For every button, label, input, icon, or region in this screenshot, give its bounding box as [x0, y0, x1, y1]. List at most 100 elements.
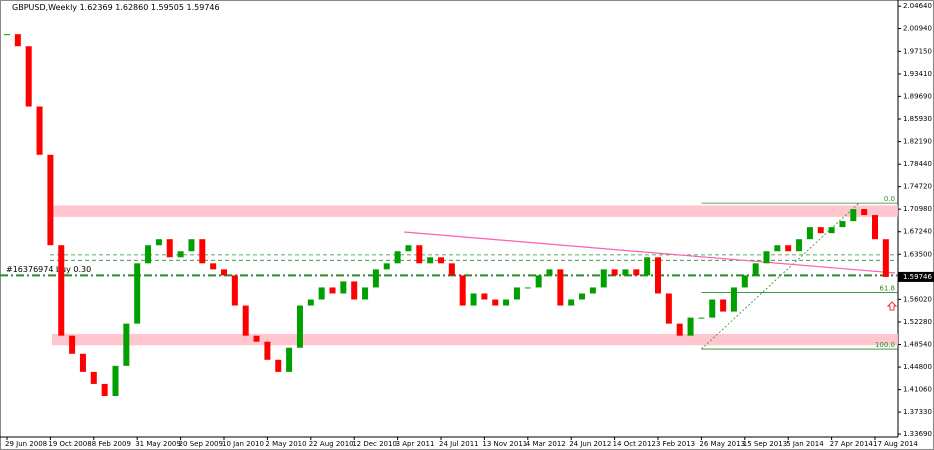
candle: [655, 257, 661, 294]
candle: [481, 293, 488, 300]
y-tick-label: 2.04640: [903, 2, 932, 10]
x-tick-label: 13 Nov 2011: [482, 440, 527, 448]
candle: [362, 287, 369, 300]
candle: [752, 263, 759, 276]
candle: [589, 287, 596, 294]
x-tick-label: 15 Sep 2013: [743, 440, 787, 448]
trendline: [404, 231, 896, 274]
candle: [796, 239, 803, 252]
candle: [524, 287, 531, 289]
y-tick-label: 1.89690: [903, 92, 932, 100]
candle: [79, 353, 86, 372]
y-tick-label: 1.63500: [903, 250, 932, 258]
low: 1.59505: [151, 3, 184, 12]
candle: [774, 245, 781, 252]
y-tick-label: 1.74720: [903, 183, 932, 191]
candle: [882, 239, 889, 277]
candle: [535, 275, 542, 288]
candle: [69, 335, 76, 354]
candle: [264, 341, 271, 360]
x-tick-label: 3 Feb 2013: [656, 440, 695, 448]
candle: [806, 227, 813, 240]
close: 1.59746: [187, 3, 220, 12]
x-tick-label: 12 Dec 2010: [352, 440, 397, 448]
candle: [47, 154, 54, 246]
candle: [416, 245, 423, 264]
candle: [611, 269, 618, 276]
y-tick-label: 1.70980: [903, 205, 932, 213]
candle: [622, 269, 629, 276]
x-tick-label: 24 Jul 2011: [439, 440, 479, 448]
y-tick-label: 1.37330: [903, 408, 932, 416]
candle: [427, 257, 434, 264]
candle: [394, 251, 401, 264]
candle: [405, 245, 412, 252]
x-tick-label: 20 Sep 2009: [179, 440, 223, 448]
candle: [633, 269, 640, 276]
candle: [817, 227, 824, 234]
fib-label: 100.0: [875, 341, 895, 349]
candle: [145, 245, 152, 264]
x-tick-label: 31 May 2009: [135, 440, 181, 448]
candle: [850, 209, 857, 222]
candle: [448, 263, 455, 276]
candle: [25, 46, 32, 107]
candle: [101, 383, 108, 396]
x-tick-label: 14 Oct 2012: [613, 440, 656, 448]
price-label: 1.59746: [903, 273, 932, 281]
candle: [90, 371, 97, 384]
zone: [52, 333, 898, 346]
y-tick-label: 1.85930: [903, 115, 932, 123]
x-tick-label: 17 Aug 2014: [873, 440, 918, 448]
candle: [155, 239, 162, 246]
candle: [177, 251, 184, 258]
position-label: #16376974 buy 0.30: [6, 265, 91, 274]
candle: [730, 287, 737, 312]
candle: [872, 215, 878, 240]
candle: [112, 365, 119, 396]
fib-label: 61.8: [879, 285, 895, 293]
candle: [438, 257, 444, 264]
fib-label: 0.0: [884, 195, 895, 203]
candle: [188, 239, 195, 252]
y-tick-label: 2.00940: [903, 24, 932, 32]
y-tick-label: 1.93410: [903, 70, 932, 78]
symbol: GBPUSD,Weekly: [12, 3, 77, 12]
x-tick-label: 4 Mar 2012: [526, 440, 566, 448]
x-tick-label: 26 May 2013: [699, 440, 745, 448]
candle: [351, 281, 358, 300]
y-tick-label: 1.67240: [903, 228, 932, 236]
x-tick-label: 19 Oct 2008: [48, 440, 91, 448]
y-tick-label: 1.78440: [903, 160, 932, 168]
header: GBPUSD,Weekly 1.62369 1.62860 1.59505 1.…: [12, 3, 220, 12]
candle: [644, 257, 651, 276]
candle: [741, 275, 748, 288]
candle: [687, 317, 694, 336]
arrow-icon: [886, 301, 898, 311]
x-tick-label: 3 Apr 2011: [396, 440, 435, 448]
candle: [307, 299, 314, 306]
candle: [828, 227, 835, 234]
y-tick-label: 1.41060: [903, 386, 932, 394]
x-tick-label: 2 May 2010: [265, 440, 306, 448]
candle: [470, 293, 477, 306]
candle: [720, 299, 727, 312]
price-box: [898, 271, 934, 282]
x-tick-label: 24 Jun 2012: [569, 440, 611, 448]
candle: [763, 251, 770, 264]
candle: [557, 269, 564, 306]
candle: [296, 305, 303, 348]
candle: [210, 263, 217, 270]
high: 1.62860: [115, 3, 148, 12]
candle: [134, 263, 141, 324]
candle: [372, 269, 379, 288]
candle: [503, 299, 510, 306]
candle: [665, 293, 672, 324]
candle: [785, 245, 792, 252]
y-tick-label: 1.52280: [903, 318, 932, 326]
y-tick-label: 1.48540: [903, 340, 932, 348]
candle: [568, 299, 575, 306]
y-tick-label: 1.97150: [903, 47, 932, 55]
